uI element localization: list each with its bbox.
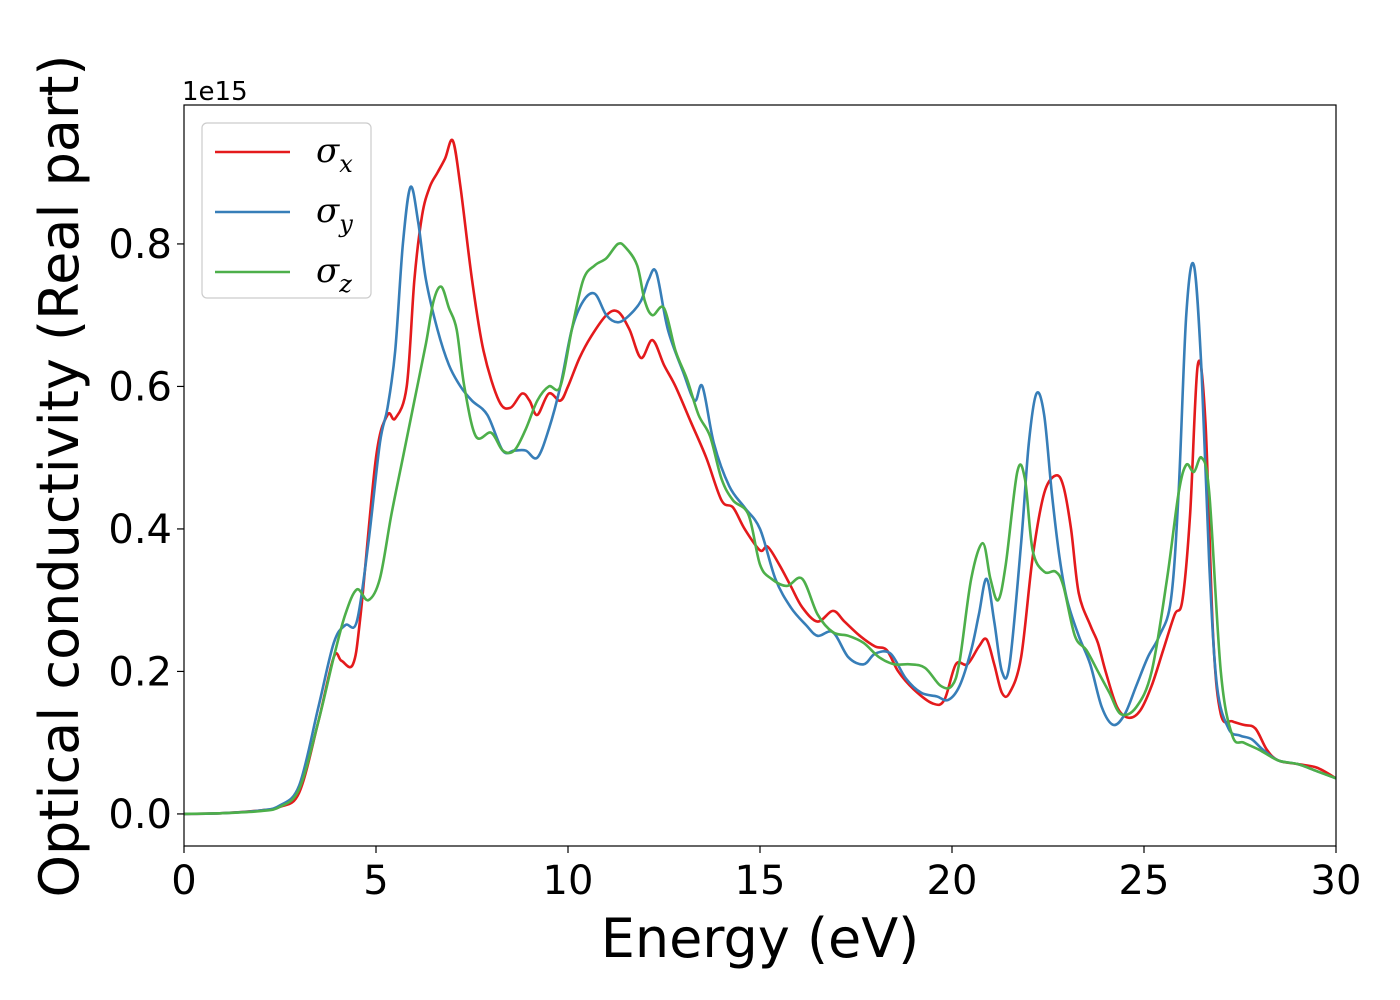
y-axis-ticks: 0.0 0.2 0.4 0.6 0.8 [108, 222, 184, 838]
series-layer [184, 138, 1336, 816]
series-line-z [184, 241, 1336, 816]
y-tick-label: 0.8 [108, 222, 172, 268]
legend-label-x: σx [316, 131, 353, 178]
plot-area [183, 104, 1337, 847]
y-tick-label: 0.6 [108, 364, 172, 410]
y-offset-label: 1e15 [182, 77, 248, 107]
series-line-x [184, 138, 1336, 816]
y-tick-label: 0.0 [108, 792, 172, 838]
legend-box [201, 122, 372, 299]
x-axis-ticks: 0 5 10 15 20 25 30 [171, 846, 1361, 904]
y-axis-title: Optical conductivity (Real part) [28, 55, 91, 898]
x-tick-label: 0 [171, 858, 196, 904]
x-tick-label: 30 [1311, 858, 1362, 904]
x-tick-label: 20 [927, 858, 978, 904]
series-line-y [184, 185, 1336, 816]
x-tick-label: 5 [363, 858, 388, 904]
y-tick-label: 0.4 [108, 507, 172, 553]
x-axis-title: Energy (eV) [601, 907, 920, 970]
x-tick-label: 25 [1119, 858, 1170, 904]
x-tick-label: 15 [735, 858, 786, 904]
x-tick-label: 10 [543, 858, 594, 904]
y-tick-label: 0.2 [108, 649, 172, 695]
